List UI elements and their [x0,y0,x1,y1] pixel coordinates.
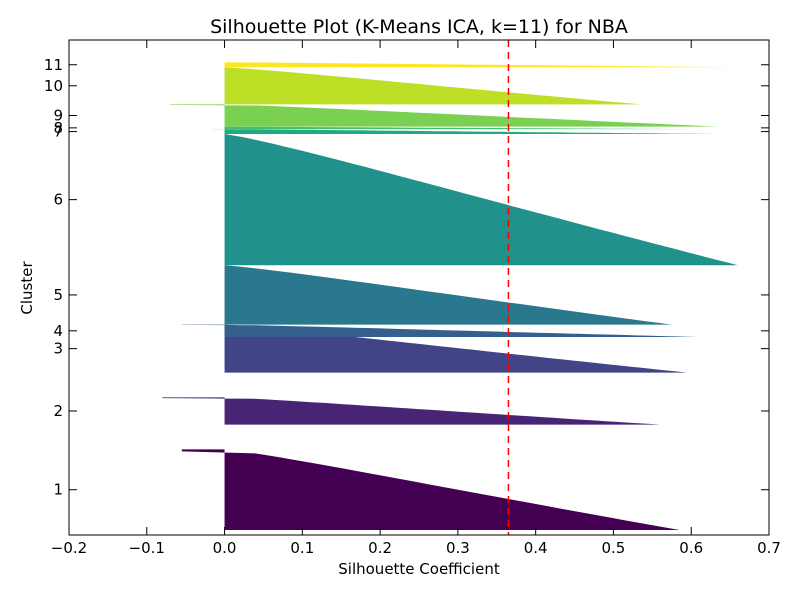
y-tick-label-cluster-7: 7 [53,123,63,141]
x-tick-label: 0.7 [757,539,781,557]
y-tick-label-cluster-5: 5 [53,286,63,304]
y-tick-label-cluster-8: 8 [53,119,63,137]
y-tick-label-cluster-10: 10 [44,77,63,95]
cluster-2-silhouette [162,397,661,425]
y-tick-label-cluster-2: 2 [53,402,63,420]
y-tick-label-cluster-4: 4 [53,322,63,340]
cluster-5-silhouette [224,265,672,325]
cluster-4-silhouette [181,324,700,337]
x-tick-label: 0.1 [290,539,314,557]
x-axis-ticks: −0.2 −0.1 0.0 0.1 0.2 0.3 0.4 0.5 0.6 0.7 [51,40,781,557]
plot-frame [68,39,770,536]
y-axis-label: Cluster [18,261,36,315]
y-axis-ticks: 1 2 34 5 6 789 10 11 [44,56,769,499]
x-tick-label: 0.3 [446,539,470,557]
x-axis-label: Silhouette Coefficient [338,560,500,578]
x-tick-label: 0.6 [679,539,703,557]
y-tick-label-cluster-1: 1 [53,481,63,499]
y-tick-label-cluster-9: 9 [53,106,63,124]
y-tick-label-cluster-11: 11 [44,56,63,74]
x-tick-label: 0.4 [524,539,548,557]
x-tick-label: 0.0 [213,539,237,557]
x-tick-label: 0.5 [602,539,626,557]
y-tick-label-cluster-6: 6 [53,191,63,209]
cluster-silhouettes [162,62,738,531]
cluster-6-silhouette [224,134,738,266]
cluster-1-silhouette [181,449,680,531]
cluster-7-silhouette [212,129,719,135]
chart-title: Silhouette Plot (K-Means ICA, k=11) for … [210,16,628,38]
y-tick-label-cluster-3: 3 [53,340,63,358]
cluster-9-silhouette [170,104,719,127]
cluster-11-silhouette [224,62,738,68]
cluster-8-silhouette [224,126,692,130]
x-tick-label: −0.1 [129,539,165,557]
x-tick-label: 0.2 [368,539,392,557]
cluster-10-silhouette [224,67,641,105]
x-tick-label: −0.2 [51,539,87,557]
